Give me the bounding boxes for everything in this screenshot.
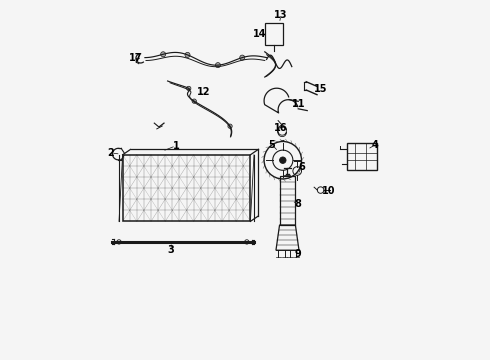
Text: 2: 2 — [108, 148, 115, 158]
Circle shape — [185, 52, 190, 57]
Text: 12: 12 — [197, 87, 210, 97]
Circle shape — [216, 63, 220, 68]
Circle shape — [192, 99, 196, 103]
Text: 8: 8 — [295, 199, 302, 210]
Circle shape — [187, 86, 191, 91]
Text: 10: 10 — [322, 186, 335, 196]
Text: 11: 11 — [292, 99, 305, 109]
Circle shape — [228, 124, 232, 129]
Circle shape — [161, 52, 166, 57]
Circle shape — [117, 240, 121, 244]
Circle shape — [280, 157, 286, 163]
Text: 5: 5 — [269, 140, 275, 150]
Circle shape — [240, 55, 245, 60]
Text: 9: 9 — [295, 249, 302, 259]
Text: 13: 13 — [274, 10, 288, 20]
Text: 4: 4 — [372, 140, 379, 150]
Text: 3: 3 — [168, 245, 174, 255]
Text: 17: 17 — [128, 53, 142, 63]
Text: 16: 16 — [274, 123, 288, 133]
Text: 1: 1 — [172, 141, 179, 151]
Circle shape — [245, 240, 249, 244]
Text: 6: 6 — [298, 162, 305, 172]
Text: 14: 14 — [253, 29, 266, 39]
Text: 15: 15 — [314, 84, 327, 94]
